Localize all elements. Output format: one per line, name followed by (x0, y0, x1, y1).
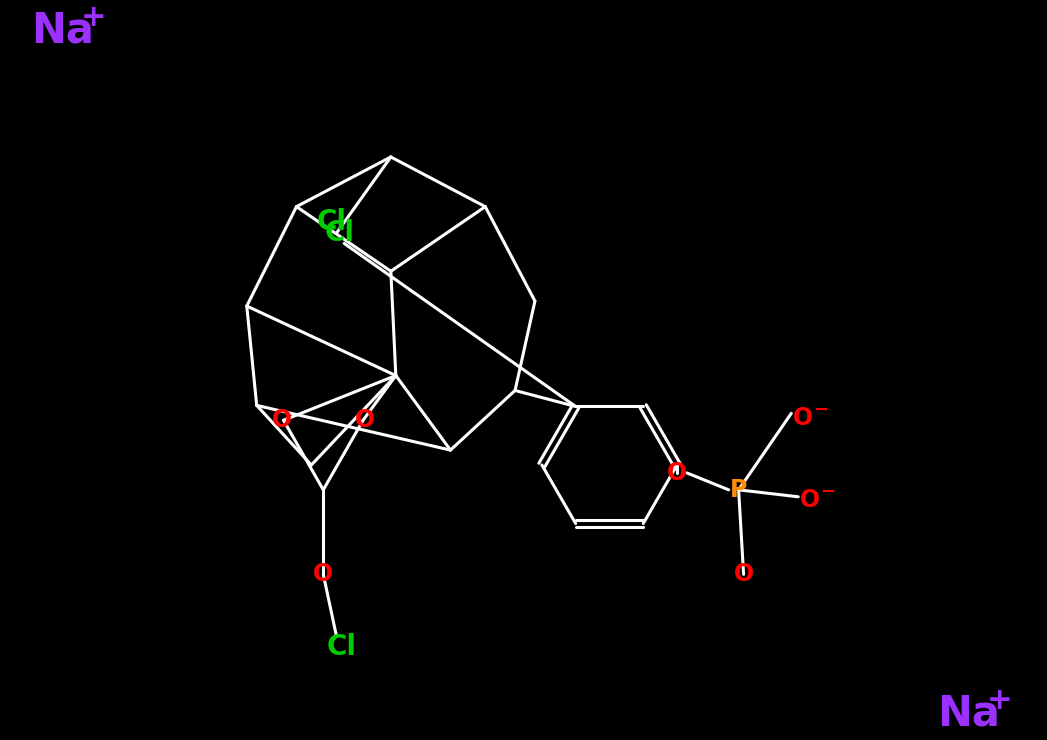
Text: O: O (800, 488, 820, 512)
Text: O: O (794, 406, 814, 430)
Text: O: O (271, 408, 292, 432)
Text: O: O (667, 461, 687, 485)
Text: O: O (313, 562, 333, 586)
Text: Cl: Cl (325, 220, 354, 247)
Text: +: + (81, 4, 107, 33)
Text: O: O (734, 562, 754, 586)
Text: −: − (814, 401, 828, 420)
Text: P: P (730, 478, 748, 502)
Text: Cl: Cl (327, 633, 356, 661)
Text: −: − (821, 482, 836, 501)
Text: Na: Na (31, 10, 94, 52)
Text: Na: Na (937, 693, 1000, 734)
Text: Cl: Cl (316, 207, 347, 235)
Text: +: + (987, 686, 1012, 715)
Text: O: O (355, 408, 375, 432)
